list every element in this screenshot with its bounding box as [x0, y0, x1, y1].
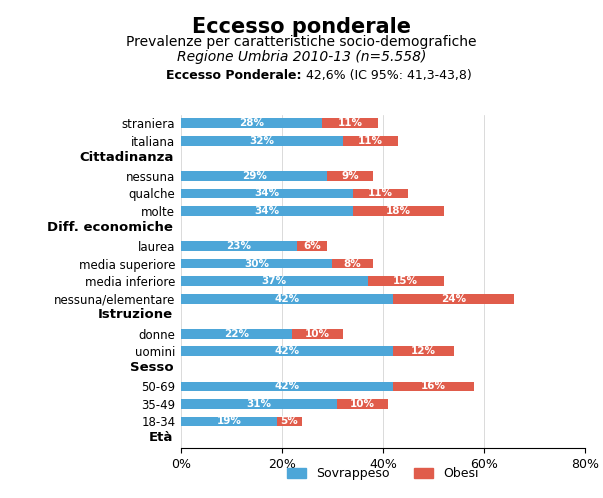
- Text: 11%: 11%: [358, 136, 383, 146]
- Bar: [181, 276, 368, 286]
- Bar: [393, 294, 514, 303]
- Text: 10%: 10%: [305, 329, 330, 339]
- Bar: [353, 189, 408, 198]
- Text: 34%: 34%: [254, 206, 279, 216]
- Text: 6%: 6%: [303, 241, 321, 251]
- Bar: [181, 171, 327, 181]
- Text: 31%: 31%: [247, 399, 272, 409]
- Text: Cittadinanza: Cittadinanza: [79, 150, 173, 163]
- Text: 42%: 42%: [274, 346, 300, 356]
- Text: Diff. economiche: Diff. economiche: [48, 221, 173, 234]
- Text: 11%: 11%: [368, 188, 393, 199]
- Text: 9%: 9%: [341, 171, 359, 181]
- Bar: [181, 294, 393, 303]
- Text: Eccesso ponderale: Eccesso ponderale: [192, 17, 411, 37]
- Text: 32%: 32%: [249, 136, 274, 146]
- Text: Istruzione: Istruzione: [98, 308, 173, 321]
- Text: 18%: 18%: [385, 206, 411, 216]
- Bar: [181, 259, 332, 268]
- Text: 16%: 16%: [421, 381, 446, 391]
- Text: 19%: 19%: [216, 416, 241, 426]
- Text: 29%: 29%: [242, 171, 267, 181]
- Bar: [332, 259, 373, 268]
- Bar: [181, 136, 343, 146]
- Text: 42%: 42%: [274, 294, 300, 304]
- Text: 34%: 34%: [254, 188, 279, 199]
- Bar: [368, 276, 444, 286]
- Bar: [181, 241, 297, 251]
- Bar: [327, 171, 373, 181]
- Bar: [181, 399, 338, 409]
- Bar: [181, 119, 322, 128]
- Text: Regione Umbria 2010-13 (n=5.558): Regione Umbria 2010-13 (n=5.558): [177, 50, 426, 64]
- Bar: [292, 329, 343, 339]
- Bar: [181, 381, 393, 391]
- Bar: [393, 381, 474, 391]
- Bar: [181, 347, 393, 356]
- Bar: [338, 399, 388, 409]
- Text: 42,6% (IC 95%: 41,3-43,8): 42,6% (IC 95%: 41,3-43,8): [302, 69, 472, 82]
- Text: 37%: 37%: [262, 276, 287, 286]
- Text: 42%: 42%: [274, 381, 300, 391]
- Text: 22%: 22%: [224, 329, 249, 339]
- Bar: [277, 417, 302, 426]
- Text: 11%: 11%: [338, 119, 362, 128]
- Text: 12%: 12%: [411, 346, 436, 356]
- Text: 30%: 30%: [244, 258, 269, 268]
- Bar: [297, 241, 327, 251]
- Text: Prevalenze per caratteristiche socio-demografiche: Prevalenze per caratteristiche socio-dem…: [126, 35, 477, 49]
- Bar: [393, 347, 453, 356]
- Text: Sesso: Sesso: [130, 361, 173, 374]
- Text: 23%: 23%: [227, 241, 251, 251]
- Bar: [181, 329, 292, 339]
- Text: 28%: 28%: [239, 119, 264, 128]
- Text: 24%: 24%: [441, 294, 466, 304]
- Bar: [353, 206, 443, 216]
- Text: 10%: 10%: [350, 399, 375, 409]
- Text: 15%: 15%: [393, 276, 418, 286]
- Bar: [322, 119, 378, 128]
- Text: 5%: 5%: [280, 416, 298, 426]
- Bar: [343, 136, 398, 146]
- Bar: [181, 206, 353, 216]
- Bar: [181, 189, 353, 198]
- Legend: Sovrappeso, Obesi: Sovrappeso, Obesi: [282, 462, 484, 486]
- Text: 8%: 8%: [344, 258, 361, 268]
- Text: Età: Età: [149, 431, 173, 444]
- Text: Eccesso Ponderale:: Eccesso Ponderale:: [166, 69, 302, 82]
- Bar: [181, 417, 277, 426]
